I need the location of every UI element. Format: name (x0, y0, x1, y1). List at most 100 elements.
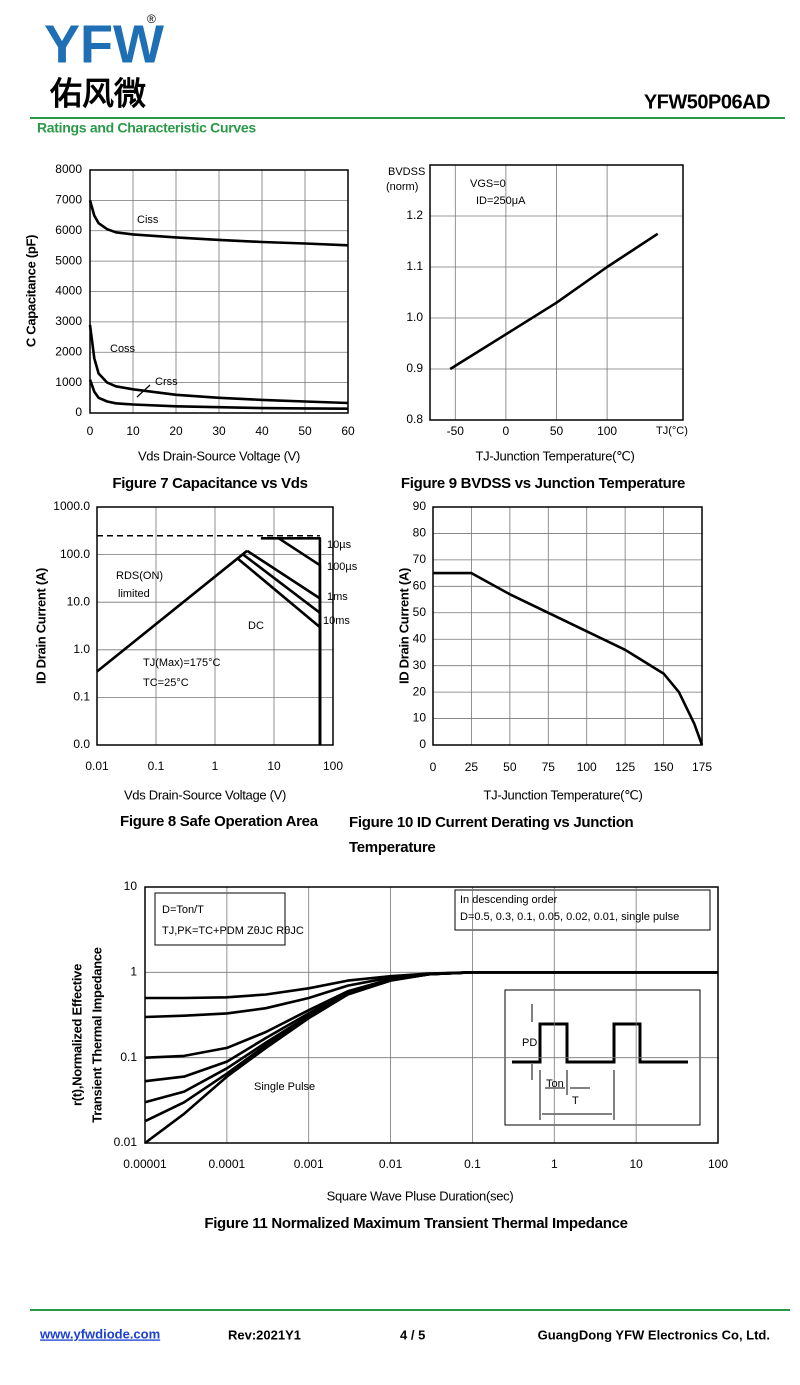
x-tick-label: 40 (255, 424, 269, 438)
order-box (454, 889, 711, 931)
website-link[interactable]: www.yfwdiode.com (39, 1326, 160, 1341)
series-line (277, 537, 322, 745)
y-tick-label: 20 (413, 684, 427, 698)
y-tick-label: 40 (413, 631, 427, 645)
x-tick-label: 50 (503, 760, 517, 774)
annotation: D=0.5, 0.3, 0.1, 0.05, 0.02, 0.01, singl… (460, 911, 679, 923)
y-tick-label: 0.1 (73, 690, 90, 704)
series-line (144, 971, 718, 1145)
x-tick-label: 0.001 (294, 1157, 324, 1171)
y-tick-label: 0 (75, 405, 82, 419)
series-label: Single Pulse (254, 1081, 315, 1093)
x-tick-label: 0.01 (379, 1157, 403, 1171)
plot-frame (429, 164, 684, 421)
series-line (88, 379, 349, 410)
logo: YFW (44, 14, 164, 74)
series-line (449, 232, 659, 371)
x-tick-label: 75 (542, 760, 556, 774)
y-tick-label: 6000 (55, 223, 82, 237)
x-tick-label: 0.1 (148, 759, 165, 773)
y-tick-label: 0.1 (120, 1050, 137, 1064)
y-tick-label: 70 (413, 552, 427, 566)
y-tick-label: 1.0 (73, 642, 90, 656)
chart-caption: Figure 9 BVDSS vs Junction Temperature (401, 475, 685, 492)
series-label: Crss (155, 376, 178, 388)
y-tick-label: 1.1 (406, 259, 423, 273)
annotation: D=Ton/T (162, 904, 204, 916)
x-tick-label: 0.1 (464, 1157, 481, 1171)
chart-caption: Figure 11 Normalized Maximum Transient T… (204, 1215, 627, 1232)
x-tick-label: 60 (341, 424, 355, 438)
series-line (88, 200, 349, 247)
chart-caption: Figure 8 Safe Operation Area (120, 813, 319, 830)
series-line (96, 549, 248, 673)
annotation: BVDSS (388, 166, 425, 178)
x-tick-label: 10 (126, 424, 140, 438)
x-tick-label: 150 (654, 760, 674, 774)
series-line (237, 558, 322, 745)
y-tick-label: 4000 (55, 284, 82, 298)
x-tick-label: 0.0001 (209, 1157, 246, 1171)
caption-box: Figure 10 ID Current Derating vs Junctio… (349, 814, 634, 856)
y-tick-label: 1.2 (406, 208, 423, 222)
x-tick-label: 100 (708, 1157, 728, 1171)
annotation: TC=25°C (143, 677, 189, 689)
annotation: TJ(°C) (656, 425, 688, 437)
annotation: PD (522, 1037, 537, 1049)
section-title: Ratings and Characteristic Curves (37, 120, 256, 136)
revision: Rev:2021Y1 (228, 1327, 301, 1342)
y-tick-label: 10 (413, 711, 427, 725)
company: GuangDong YFW Electronics Co, Ltd. (538, 1327, 770, 1342)
y-tick-label: 1000 (55, 375, 82, 389)
chart-caption: Figure 7 Capacitance vs Vds (112, 475, 307, 492)
series-label: 1ms (327, 591, 348, 603)
x-tick-label: 20 (169, 424, 183, 438)
series-line (260, 537, 322, 745)
y-tick-label: 3000 (55, 314, 82, 328)
y-tick-label: 10 (124, 879, 138, 893)
logo-cn: 佑风微 (49, 75, 146, 111)
x-tick-label: 25 (465, 760, 479, 774)
y-tick-label: 0.9 (406, 361, 423, 375)
series-label: Coss (110, 343, 136, 355)
x-axis-label: TJ-Junction Temperature(℃) (475, 448, 634, 463)
series-line (88, 324, 349, 405)
x-tick-label: 175 (692, 760, 712, 774)
x-tick-label: -50 (447, 424, 465, 438)
plot-frame (89, 169, 349, 414)
x-tick-label: 0.00001 (123, 1157, 167, 1171)
annotation: TJ,PK=TC+PDM ZθJC RθJC (162, 925, 304, 937)
annotation: Ton (546, 1078, 564, 1090)
y-tick-label: 7000 (55, 193, 82, 207)
y-tick-label: 100.0 (60, 547, 90, 561)
x-tick-label: 100 (577, 760, 597, 774)
y-tick-label: 1 (130, 965, 137, 979)
series-line (246, 549, 322, 745)
inset-dimensions (531, 1004, 615, 1120)
y-tick-label: 80 (413, 526, 427, 540)
y-tick-label: 10.0 (67, 594, 91, 608)
y-tick-label: 90 (413, 499, 427, 513)
x-tick-label: 30 (212, 424, 226, 438)
x-tick-label: 50 (298, 424, 312, 438)
y-tick-label: 8000 (55, 162, 82, 176)
x-tick-label: 10 (267, 759, 281, 773)
registered-mark: ® (147, 12, 156, 26)
x-tick-label: 125 (615, 760, 635, 774)
x-tick-label: 10 (629, 1157, 643, 1171)
y-axis-label: C Capacitance (pF) (23, 235, 38, 347)
annotation: VGS=0 (470, 178, 506, 190)
y-tick-label: 0 (419, 737, 426, 751)
plot-frame (432, 506, 703, 746)
series-label: Ciss (137, 214, 159, 226)
annotation: limited (118, 588, 150, 600)
x-tick-label: 100 (323, 759, 343, 773)
x-axis-label: Vds Drain-Source Voltage (V) (138, 448, 300, 463)
y-axis-label: ID Drain Current (A) (396, 568, 411, 684)
y-axis-label: r(t),Normalized Effective (69, 964, 84, 1106)
y-tick-label: 1.0 (406, 310, 423, 324)
x-axis-label: Vds Drain-Source Voltage (V) (124, 787, 286, 802)
series-label: 100µs (327, 561, 358, 573)
